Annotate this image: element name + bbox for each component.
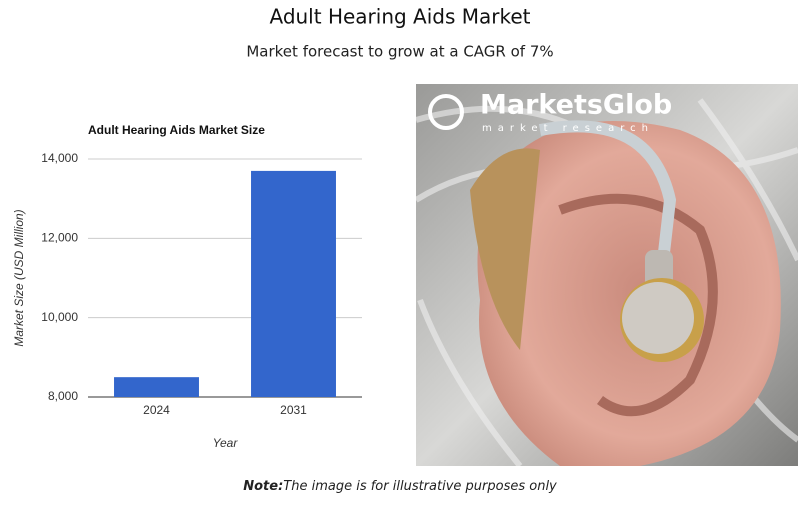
x-tick-label: 2024 bbox=[143, 403, 170, 417]
page-title: Adult Hearing Aids Market bbox=[269, 5, 530, 29]
note-text: The image is for illustrative purposes o… bbox=[283, 479, 557, 494]
y-tick-label: 12,000 bbox=[41, 231, 78, 245]
chart-title: Adult Hearing Aids Market Size bbox=[88, 123, 265, 137]
brand-name: MarketsGlob bbox=[480, 90, 672, 121]
y-tick-label: 8,000 bbox=[48, 389, 78, 403]
note: Note:The image is for illustrative purpo… bbox=[243, 479, 557, 494]
y-tick-label: 10,000 bbox=[41, 310, 78, 324]
y-tick-label: 14,000 bbox=[41, 151, 78, 165]
page-subtitle: Market forecast to grow at a CAGR of 7% bbox=[246, 43, 553, 61]
chart: Adult Hearing Aids Market Size Market Si… bbox=[12, 123, 362, 450]
photo: MarketsGlob market research bbox=[416, 84, 798, 466]
x-axis-label: Year bbox=[213, 436, 239, 450]
bar bbox=[114, 377, 199, 397]
bar bbox=[251, 170, 336, 397]
y-axis-label: Market Size (USD Million) bbox=[12, 209, 26, 346]
note-label: Note: bbox=[243, 479, 283, 494]
x-tick-label: 2031 bbox=[280, 403, 307, 417]
brand-tagline: market research bbox=[482, 123, 654, 134]
